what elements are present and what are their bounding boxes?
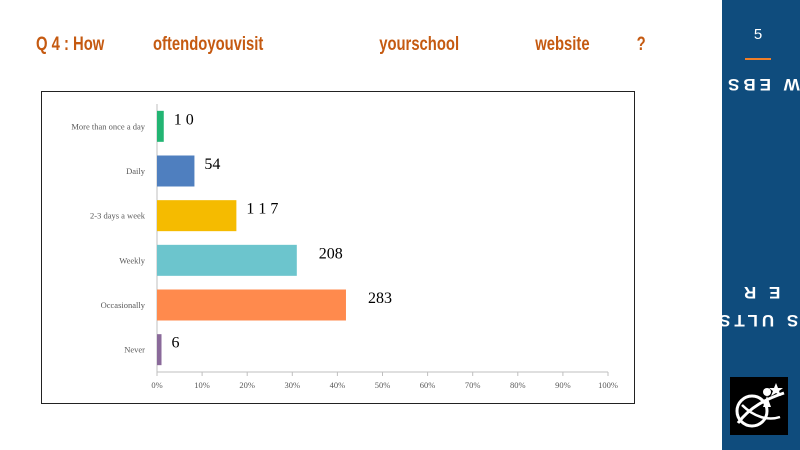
title-part: yourschool xyxy=(379,34,460,55)
school-logo xyxy=(730,377,788,435)
title-part: Q 4 : How xyxy=(36,34,105,55)
x-tick-label: 10% xyxy=(194,380,210,390)
bar xyxy=(157,155,195,187)
bar-chart: More than once a day 1 0 Daily 54 2-3 days a… xyxy=(71,104,618,390)
x-tick-label: 50% xyxy=(375,380,391,390)
data-label: 1 0 xyxy=(174,111,194,128)
page-number-underline xyxy=(745,58,771,60)
x-tick-label: 90% xyxy=(555,380,571,390)
sidebar: 5 W EBS E R S ULTS xyxy=(715,0,800,450)
sidebar-text-bottom: S ULTS xyxy=(714,311,798,330)
sidebar-text-mid: E R xyxy=(739,283,780,302)
category-label: Never xyxy=(124,345,145,355)
bar xyxy=(157,110,164,142)
bar xyxy=(157,334,162,366)
category-label: Weekly xyxy=(119,255,145,265)
logo-icon xyxy=(735,383,785,428)
x-tick-label: 100% xyxy=(598,380,618,390)
slide-title: Q 4 : How oftendoyouvisit yourschool web… xyxy=(36,34,646,62)
x-tick-label: 30% xyxy=(285,380,301,390)
x-tick-label: 80% xyxy=(510,380,526,390)
category-label: More than once a day xyxy=(71,121,145,131)
bar xyxy=(157,289,346,321)
x-tick-label: 70% xyxy=(465,380,481,390)
category-label: Occasionally xyxy=(101,300,146,310)
data-label: 6 xyxy=(172,335,180,352)
chart-frame: More than once a day 1 0 Daily 54 2-3 days a… xyxy=(41,91,635,404)
x-tick-label: 60% xyxy=(420,380,436,390)
sidebar-text-top: W EBS xyxy=(724,75,800,94)
category-label: 2-3 days a week xyxy=(90,211,146,221)
category-label: Daily xyxy=(126,166,146,176)
x-tick-label: 40% xyxy=(330,380,346,390)
x-tick-label: 20% xyxy=(239,380,255,390)
data-label: 1 1 7 xyxy=(246,201,278,218)
data-label: 283 xyxy=(368,290,392,307)
data-label: 54 xyxy=(204,156,220,173)
bar xyxy=(157,200,237,232)
page-number: 5 xyxy=(753,26,763,43)
data-label: 208 xyxy=(319,245,343,262)
title-part: ? xyxy=(636,34,646,55)
x-tick-label: 0% xyxy=(151,380,162,390)
bar xyxy=(157,244,297,276)
title-part: website xyxy=(535,34,590,55)
title-part: oftendoyouvisit xyxy=(153,34,264,55)
